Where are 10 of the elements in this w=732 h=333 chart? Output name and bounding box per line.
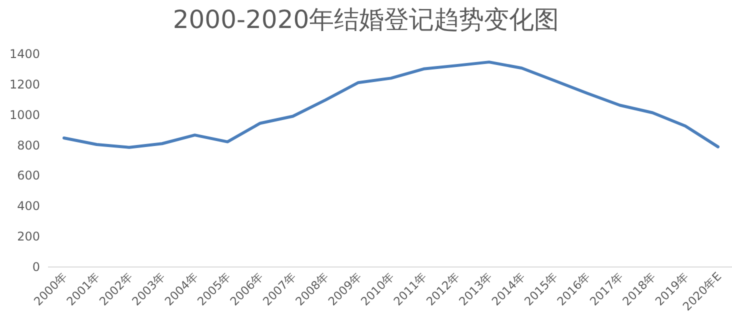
- chart-title: 2000-2020年结婚登记趋势变化图: [172, 5, 560, 34]
- y-tick-label: 600: [17, 168, 40, 183]
- y-tick-label: 200: [17, 230, 40, 244]
- y-tick-label: 800: [17, 138, 40, 152]
- y-tick-label: 1200: [9, 77, 40, 92]
- y-tick-label: 1000: [9, 108, 40, 122]
- y-tick-label: 400: [17, 199, 40, 214]
- y-tick-label: 1400: [9, 47, 40, 61]
- y-tick-label: 0: [32, 260, 40, 274]
- line-series: [62, 60, 720, 149]
